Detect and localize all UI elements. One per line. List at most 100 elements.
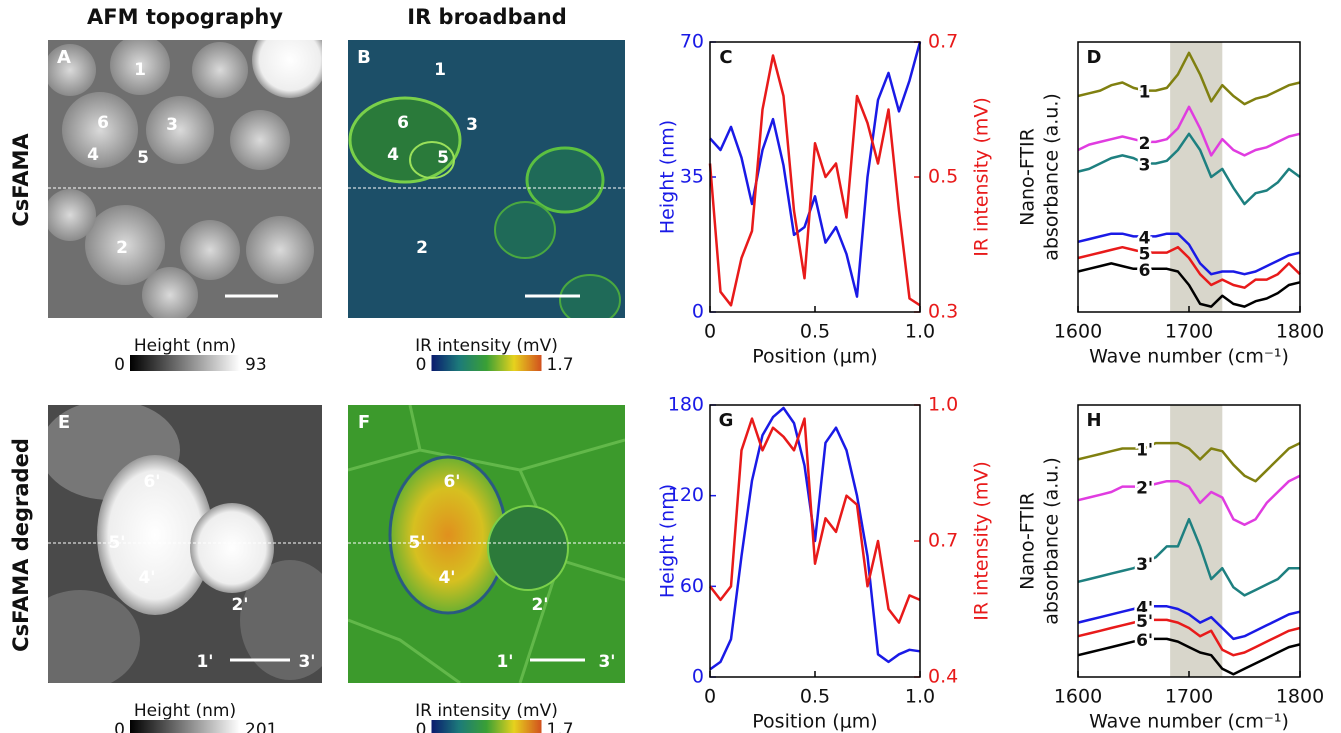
series-label: 6 bbox=[1139, 261, 1151, 281]
x-tick-label: 0 bbox=[704, 686, 716, 708]
colorbar-tick-label: 0 bbox=[416, 355, 427, 375]
plot-frame bbox=[709, 41, 921, 313]
point-label: 2' bbox=[531, 595, 548, 615]
point-label: 6 bbox=[97, 113, 109, 133]
data-line bbox=[709, 41, 922, 298]
x-axis-label: Position (μm) bbox=[752, 346, 877, 368]
panel-label: F bbox=[358, 412, 370, 433]
y-axis-label: Nano-FTIR bbox=[1017, 492, 1039, 590]
point-label: 5 bbox=[137, 148, 149, 168]
panel-label: G bbox=[719, 410, 734, 431]
data-line bbox=[708, 54, 921, 307]
y2-axis-label: IR intensity (mV) bbox=[971, 97, 993, 257]
point-label: 5' bbox=[108, 533, 125, 553]
x-tick-label: 1800 bbox=[1276, 321, 1324, 343]
y2-axis-label: IR intensity (mV) bbox=[971, 461, 993, 621]
data-line bbox=[1077, 132, 1301, 206]
panel-label: C bbox=[719, 47, 732, 68]
data-line bbox=[1077, 441, 1301, 483]
data-line bbox=[1077, 637, 1301, 676]
y-axis-label: Height (nm) bbox=[657, 484, 679, 598]
colorbar-tick-label: 93 bbox=[245, 355, 267, 375]
data-line bbox=[709, 417, 921, 624]
panel-label: H bbox=[1086, 410, 1101, 431]
colorbar-tick-label: 0 bbox=[416, 720, 427, 733]
point-label: 1' bbox=[496, 652, 513, 672]
colorbar bbox=[130, 355, 240, 371]
column-title: AFM topography bbox=[87, 5, 283, 29]
y-tick-label: 35 bbox=[680, 166, 704, 188]
colorbar-tick-label: 1.7 bbox=[547, 720, 574, 733]
point-label: 3' bbox=[598, 652, 615, 672]
series-label: 1 bbox=[1139, 83, 1151, 103]
panel-label: A bbox=[57, 47, 71, 68]
panel-label: D bbox=[1087, 47, 1102, 68]
series-label: 3 bbox=[1139, 156, 1151, 176]
y2-tick-label: 0.3 bbox=[928, 301, 958, 323]
y-tick-label: 60 bbox=[680, 575, 704, 597]
point-label: 2 bbox=[416, 238, 428, 258]
point-label: 2' bbox=[231, 595, 248, 615]
point-label: 1' bbox=[196, 652, 213, 672]
y-tick-label: 120 bbox=[668, 484, 704, 506]
point-label: 1 bbox=[134, 60, 146, 80]
series-label: 1' bbox=[1136, 441, 1153, 461]
y2-tick-label: 0.5 bbox=[928, 166, 958, 188]
y2-tick-label: 0.7 bbox=[928, 530, 958, 552]
x-tick-label: 0 bbox=[704, 321, 716, 343]
data-line bbox=[709, 406, 921, 671]
ir-map bbox=[348, 40, 625, 318]
plot-frame bbox=[1077, 41, 1301, 313]
data-line bbox=[1077, 474, 1301, 526]
colorbar-tick-label: 0 bbox=[114, 720, 125, 733]
x-axis-label: Position (μm) bbox=[752, 711, 877, 733]
y2-tick-label: 1.0 bbox=[928, 394, 958, 416]
data-line bbox=[1077, 105, 1301, 157]
point-label: 6 bbox=[397, 113, 409, 133]
series-label: 2' bbox=[1136, 479, 1153, 499]
x-tick-label: 1800 bbox=[1276, 686, 1324, 708]
colorbar-label: Height (nm) bbox=[134, 336, 236, 356]
data-line bbox=[1077, 51, 1301, 106]
colorbar bbox=[431, 355, 542, 371]
x-tick-label: 1.0 bbox=[905, 321, 935, 343]
series-label: 4' bbox=[1136, 598, 1153, 618]
x-tick-label: 0.5 bbox=[800, 321, 830, 343]
point-label: 4' bbox=[438, 568, 455, 588]
data-line bbox=[1077, 517, 1300, 597]
colorbar bbox=[130, 720, 240, 733]
data-line bbox=[1077, 605, 1301, 641]
series-label: 5 bbox=[1139, 245, 1151, 265]
x-tick-label: 1700 bbox=[1165, 321, 1213, 343]
y-axis-label: absorbance (a.u.) bbox=[1041, 457, 1063, 625]
colorbar-tick-label: 0 bbox=[114, 355, 125, 375]
point-label: 2 bbox=[116, 238, 128, 258]
point-label: 4 bbox=[387, 145, 399, 165]
series-label: 3' bbox=[1136, 555, 1153, 575]
panel-label: B bbox=[357, 47, 371, 68]
x-axis-label: Wave number (cm⁻¹) bbox=[1089, 711, 1289, 733]
ir-map bbox=[348, 405, 625, 683]
plot-frame bbox=[1077, 404, 1301, 678]
panel-label: E bbox=[58, 412, 70, 433]
point-label: 6' bbox=[143, 472, 160, 492]
series-label: 5' bbox=[1136, 612, 1153, 632]
x-tick-label: 1600 bbox=[1054, 321, 1102, 343]
point-label: 5' bbox=[408, 533, 425, 553]
colorbar-label: IR intensity (mV) bbox=[415, 701, 558, 721]
afm-map bbox=[48, 40, 322, 318]
y2-tick-label: 0.4 bbox=[928, 666, 958, 688]
afm-map bbox=[48, 405, 322, 683]
colorbar-label: Height (nm) bbox=[134, 701, 236, 721]
series-label: 6' bbox=[1136, 631, 1153, 651]
x-tick-label: 1.0 bbox=[905, 686, 935, 708]
row-label: CsFAMA degraded bbox=[9, 438, 33, 652]
data-line bbox=[1077, 232, 1301, 276]
y-axis-label: Nano-FTIR bbox=[1017, 128, 1039, 226]
point-label: 4 bbox=[87, 145, 99, 165]
series-label: 2 bbox=[1139, 134, 1151, 154]
point-label: 5 bbox=[437, 148, 449, 168]
y2-tick-label: 0.7 bbox=[928, 31, 958, 53]
y-tick-label: 180 bbox=[668, 394, 704, 416]
colorbar bbox=[431, 720, 542, 733]
